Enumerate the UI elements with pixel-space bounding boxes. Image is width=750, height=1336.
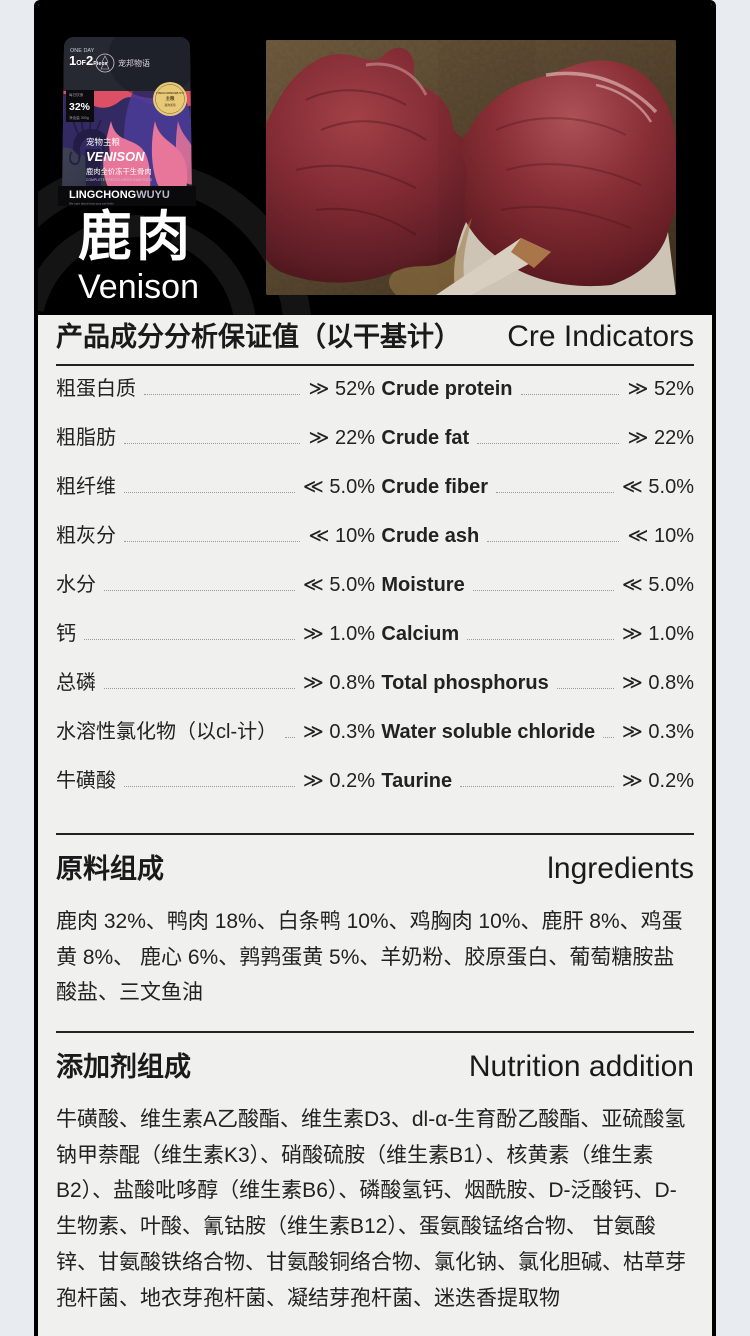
svg-text:净含量 300g: 净含量 300g (69, 115, 89, 120)
svg-text:猫狗通用: 猫狗通用 (164, 103, 175, 107)
svg-text:LINGCHONGWUYU: LINGCHONGWUYU (69, 189, 170, 201)
svg-text:COMPLETE FREEZE-DRIED RAW FOOD: COMPLETE FREEZE-DRIED RAW FOOD (86, 178, 153, 182)
svg-text:LINGCHONGWUYU: LINGCHONGWUYU (156, 91, 184, 95)
svg-text:32%: 32% (69, 101, 91, 113)
svg-text:We care about how your pet fee: We care about how your pet feels (69, 202, 114, 206)
svg-text:宠邦物语: 宠邦物语 (118, 58, 150, 68)
svg-text:VENISON: VENISON (86, 149, 145, 164)
svg-text:每日饮食: 每日饮食 (69, 92, 84, 97)
svg-text:宠物主粮: 宠物主粮 (86, 137, 121, 147)
svg-text:鹿肉全价冻干生骨肉: 鹿肉全价冻干生骨肉 (86, 167, 152, 176)
svg-text:主粮: 主粮 (166, 95, 175, 102)
